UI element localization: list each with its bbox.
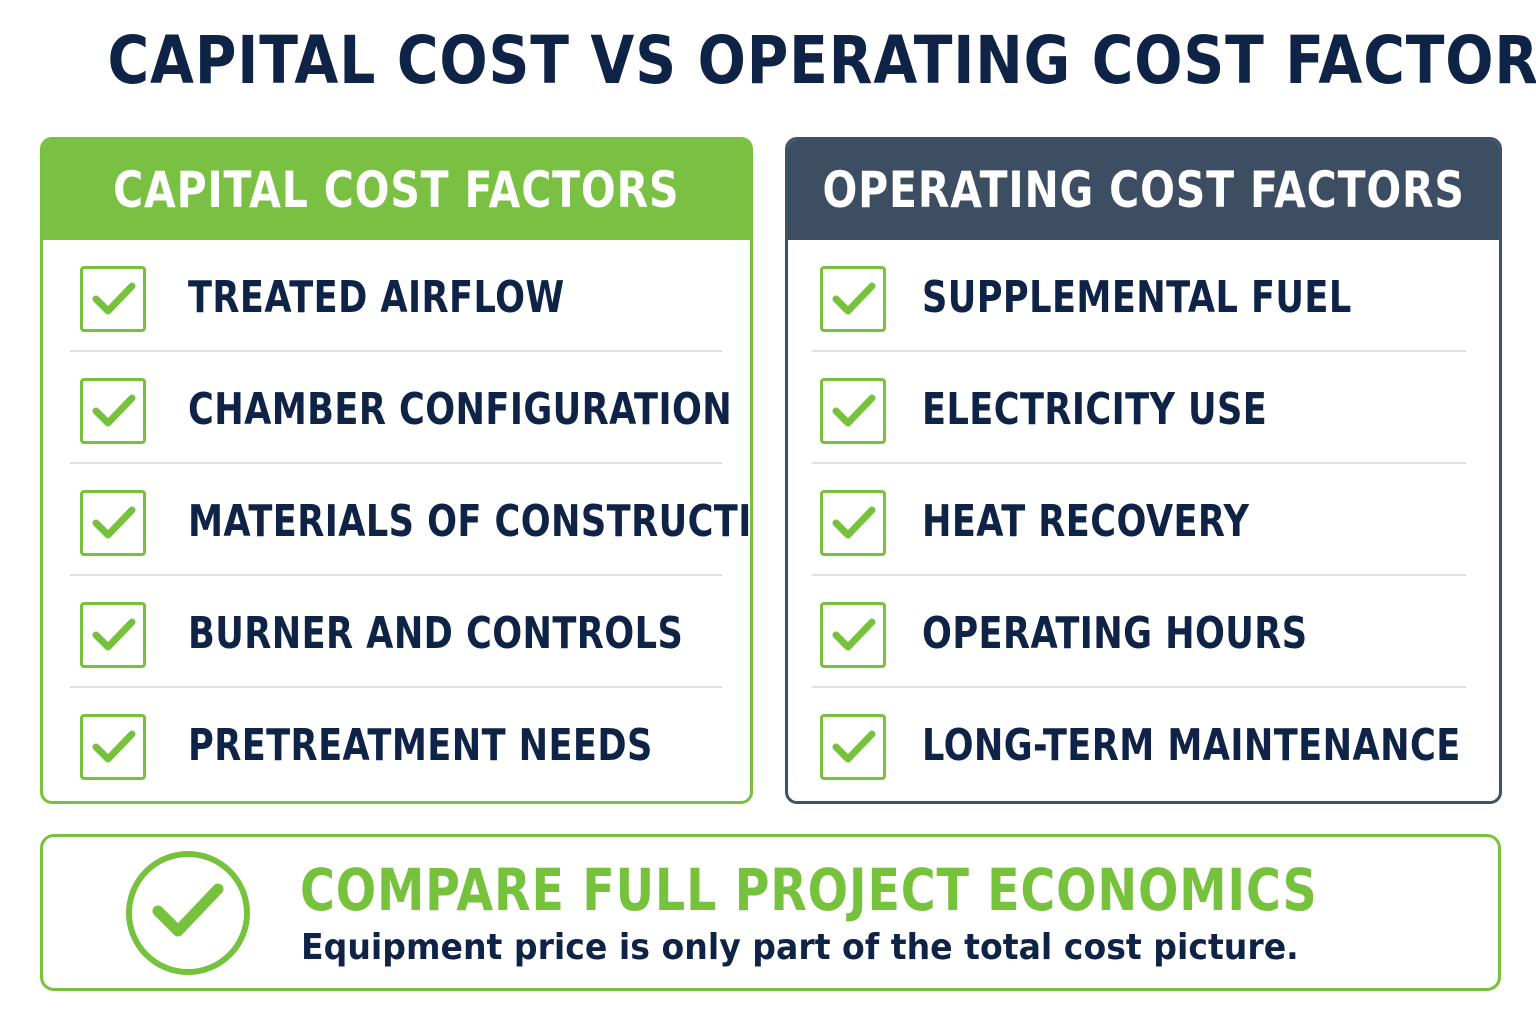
row-divider	[70, 350, 722, 352]
capital-item-materials-of-construction: MATERIALS OF CONSTRUCTION	[43, 464, 750, 576]
check-box-icon	[820, 714, 886, 780]
check-box-icon	[80, 602, 146, 668]
capital-item-chamber-configuration: CHAMBER CONFIGURATION	[43, 352, 750, 464]
operating-item-operating-hours: OPERATING HOURS	[788, 576, 1499, 688]
summary-banner: COMPARE FULL PROJECT ECONOMICS Equipment…	[40, 834, 1501, 991]
check-box-icon	[820, 490, 886, 556]
operating-item-heat-recovery: HEAT RECOVERY	[788, 464, 1499, 576]
operating-item-label: LONG-TERM MAINTENANCE	[922, 720, 1461, 771]
row-divider	[70, 574, 722, 576]
capital-item-label: BURNER AND CONTROLS	[188, 608, 684, 659]
operating-item-long-term-maintenance: LONG-TERM MAINTENANCE	[788, 688, 1499, 800]
row-divider	[70, 686, 722, 688]
check-box-icon	[820, 378, 886, 444]
capital-cost-panel: CAPITAL COST FACTORS TREATED AIRFLOW CHA…	[40, 137, 753, 804]
operating-item-label: HEAT RECOVERY	[922, 496, 1250, 547]
operating-item-label: SUPPLEMENTAL FUEL	[922, 272, 1352, 323]
operating-item-label: ELECTRICITY USE	[922, 384, 1268, 435]
row-divider	[812, 462, 1466, 464]
banner-title: COMPARE FULL PROJECT ECONOMICS	[300, 856, 1318, 924]
capital-cost-header-label: CAPITAL COST FACTORS	[113, 161, 680, 219]
check-box-icon	[820, 602, 886, 668]
capital-item-label: MATERIALS OF CONSTRUCTION	[188, 496, 753, 547]
operating-cost-header: OPERATING COST FACTORS	[788, 140, 1499, 240]
capital-item-label: PRETREATMENT NEEDS	[188, 720, 653, 771]
row-divider	[70, 462, 722, 464]
capital-item-treated-airflow: TREATED AIRFLOW	[43, 240, 750, 352]
page-title: CAPITAL COST VS OPERATING COST FACTORS	[107, 22, 1536, 99]
capital-item-label: CHAMBER CONFIGURATION	[188, 384, 733, 435]
banner-subtitle: Equipment price is only part of the tota…	[301, 927, 1299, 968]
operating-item-label: OPERATING HOURS	[922, 608, 1308, 659]
check-circle-icon	[126, 851, 250, 975]
check-box-icon	[80, 714, 146, 780]
row-divider	[812, 574, 1466, 576]
capital-item-pretreatment-needs: PRETREATMENT NEEDS	[43, 688, 750, 800]
check-box-icon	[80, 378, 146, 444]
operating-cost-header-label: OPERATING COST FACTORS	[822, 161, 1465, 219]
row-divider	[812, 350, 1466, 352]
check-box-icon	[80, 490, 146, 556]
check-box-icon	[80, 266, 146, 332]
operating-item-supplemental-fuel: SUPPLEMENTAL FUEL	[788, 240, 1499, 352]
capital-cost-header: CAPITAL COST FACTORS	[43, 140, 750, 240]
capital-item-label: TREATED AIRFLOW	[188, 272, 565, 323]
operating-cost-panel: OPERATING COST FACTORS SUPPLEMENTAL FUEL…	[785, 137, 1502, 804]
row-divider	[812, 686, 1466, 688]
check-box-icon	[820, 266, 886, 332]
capital-item-burner-and-controls: BURNER AND CONTROLS	[43, 576, 750, 688]
operating-item-electricity-use: ELECTRICITY USE	[788, 352, 1499, 464]
